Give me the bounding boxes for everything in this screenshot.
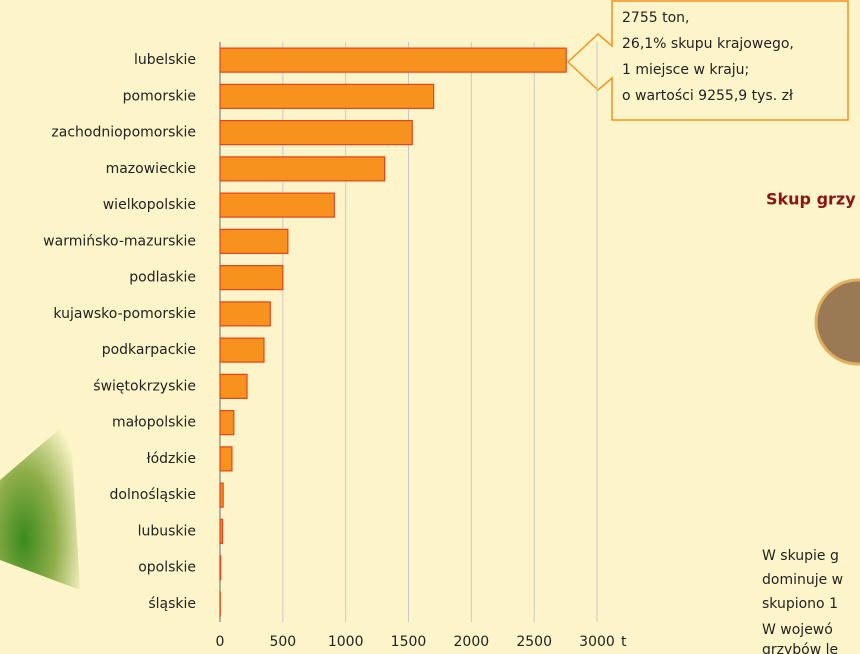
x-axis-label: t bbox=[621, 634, 627, 650]
bar bbox=[220, 302, 270, 326]
bar bbox=[220, 48, 566, 72]
paragraph-line: W skupie g bbox=[762, 548, 839, 564]
page: Skup grzy 0 500 1000 1500 2000 2500 3000 t lubel… bbox=[0, 0, 860, 654]
bar bbox=[220, 266, 283, 290]
y-tick-label: podkarpackie bbox=[102, 342, 196, 358]
bar bbox=[220, 374, 247, 398]
y-tick-label: lubelskie bbox=[134, 52, 196, 68]
paragraph-line: dominuje w bbox=[762, 572, 843, 588]
annotation-line: 26,1% skupu krajowego, bbox=[622, 36, 794, 52]
x-tick-label: 0 bbox=[216, 634, 225, 650]
y-tick-label: podlaskie bbox=[129, 270, 196, 286]
paragraph-line: W wojewó bbox=[762, 622, 833, 638]
x-tick-label: 1500 bbox=[391, 634, 427, 650]
y-tick-label: małopolskie bbox=[112, 415, 196, 431]
y-tick-label: zachodniopomorskie bbox=[51, 125, 196, 141]
x-tick-label: 2000 bbox=[454, 634, 490, 650]
bar bbox=[220, 447, 232, 471]
y-tick-label: lubuskie bbox=[138, 523, 196, 539]
y-tick-label: śląskie bbox=[148, 596, 196, 612]
bar bbox=[220, 157, 385, 181]
annotation-line: 1 miejsce w kraju; bbox=[622, 62, 749, 78]
bar bbox=[220, 338, 264, 362]
y-tick-label: mazowieckie bbox=[106, 161, 196, 177]
bar bbox=[220, 556, 221, 580]
annotation-line: o wartości 9255,9 tys. zł bbox=[622, 88, 793, 104]
bar bbox=[220, 519, 223, 543]
heading: Skup grzy bbox=[766, 190, 856, 209]
bar bbox=[220, 411, 234, 435]
bar bbox=[220, 229, 288, 253]
paragraph-line: grzybów le bbox=[762, 642, 838, 654]
y-tick-label: świętokrzyskie bbox=[93, 378, 196, 394]
y-tick-label: kujawsko-pomorskie bbox=[53, 306, 196, 322]
y-tick-label: pomorskie bbox=[123, 88, 196, 104]
bar bbox=[220, 483, 223, 507]
y-tick-label: dolnośląskie bbox=[110, 487, 196, 503]
x-tick-label: 2500 bbox=[516, 634, 552, 650]
x-tick-label: 1000 bbox=[328, 634, 364, 650]
y-tick-label: łódzkie bbox=[147, 451, 196, 467]
y-tick-label: warmińsko-mazurskie bbox=[43, 233, 196, 249]
y-tick-label: wielkopolskie bbox=[103, 197, 196, 213]
y-tick-label: opolskie bbox=[138, 560, 196, 576]
bar bbox=[220, 84, 434, 108]
x-tick-label: 500 bbox=[269, 634, 296, 650]
bar bbox=[220, 193, 334, 217]
x-tick-label: 3000 bbox=[579, 634, 615, 650]
annotation-line: 2755 ton, bbox=[622, 10, 689, 26]
paragraph-line: skupiono 1 bbox=[762, 596, 838, 612]
bar bbox=[220, 121, 412, 145]
